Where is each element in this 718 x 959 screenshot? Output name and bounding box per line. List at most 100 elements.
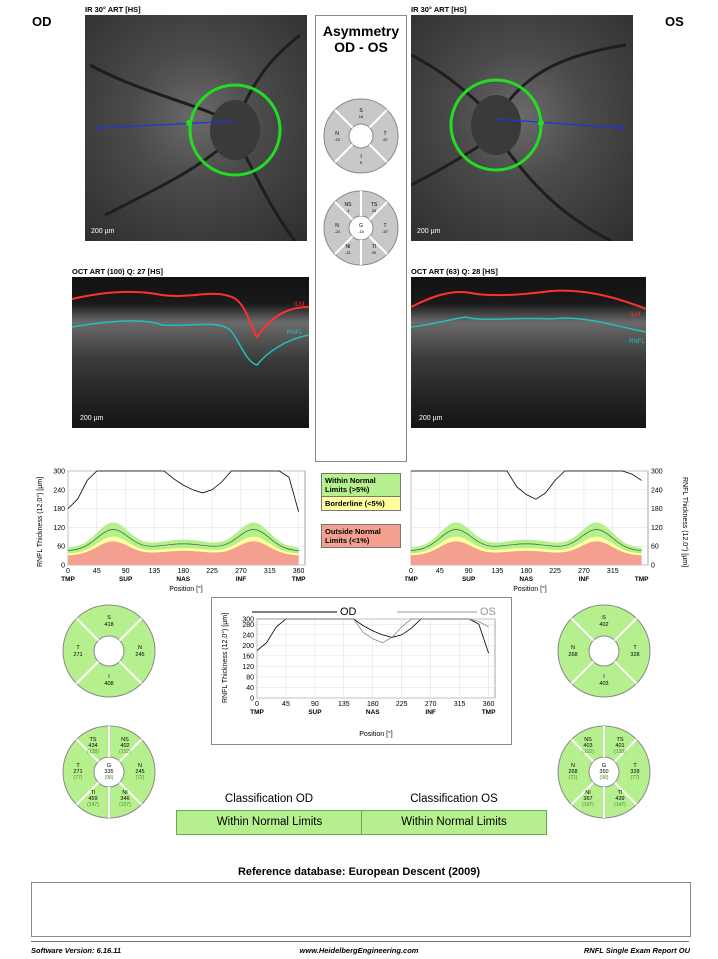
asym4-s-label: S — [359, 108, 363, 114]
os-chart-region-2: NAS — [519, 576, 533, 583]
ou-chart-xtick-6: 270 — [425, 701, 437, 708]
ou-chart-ytick-7: 280 — [242, 622, 254, 629]
os-chart-ytick-3: 180 — [651, 506, 663, 513]
asymmetry-diagrams: S 16 N -23 T -57 I 5 NS -1 TS — [323, 98, 399, 266]
footer-version: Software Version: 6.16.11 — [31, 946, 122, 955]
asym6-ns-label: NS — [345, 202, 353, 208]
asym6-n-label: N — [335, 223, 339, 229]
od-chart-band-onl — [68, 541, 299, 565]
od-chart-xtick-1: 45 — [93, 568, 101, 575]
svg-text:434: 434 — [88, 743, 97, 749]
os-chart-xtick-1: 45 — [436, 568, 444, 575]
asym6-ni-value: -21 — [345, 250, 352, 255]
svg-text:N: N — [138, 645, 142, 651]
svg-text:(147): (147) — [87, 802, 99, 808]
svg-text:346: 346 — [120, 796, 129, 802]
classification-od-title: Classification OD — [224, 793, 314, 805]
od-chart-region-1: SUP — [119, 576, 133, 583]
svg-text:N: N — [571, 645, 575, 651]
od-chart-xtick-8: 360 — [293, 568, 305, 575]
os-chart-region-3: INF — [579, 576, 590, 583]
classification-od-result: Within Normal Limits — [176, 810, 363, 835]
os-chart-ytick-2: 120 — [651, 525, 663, 532]
od4-s-value: 418 — [104, 622, 113, 628]
os-chart-xtick-3: 135 — [492, 568, 504, 575]
svg-text:268: 268 — [568, 769, 577, 775]
ou-chart-region-1: SUP — [308, 709, 322, 716]
ou-comparison-panel: OD OS 0 40 80 120 160 200 240 280 300 0 45 90 135 18… — [211, 597, 512, 745]
od4-t-value: 271 — [73, 652, 82, 658]
asymmetry-subtitle: OD - OS — [334, 39, 388, 55]
asym6-t-value: -57 — [382, 229, 389, 234]
svg-text:TS: TS — [616, 737, 623, 743]
od4-i-value: 408 — [104, 681, 113, 687]
svg-text:G: G — [107, 763, 111, 769]
svg-text:I: I — [108, 674, 110, 680]
od-chart-ytick-4: 240 — [53, 487, 65, 494]
ou-chart-xtick-4: 180 — [367, 701, 379, 708]
footer-url: www.HeidelbergEngineering.com — [299, 946, 419, 955]
os-oct-scan: ILM RNFL 200 µm — [411, 277, 646, 428]
svg-text:(102): (102) — [119, 749, 131, 755]
ou-chart-xtick-0: 0 — [255, 701, 259, 708]
od-oct-ilm-label: ILM — [294, 302, 304, 308]
classification-os-result: Within Normal Limits — [361, 810, 547, 835]
od-ir-caption: IR 30° ART [HS] — [85, 5, 141, 14]
os-chart-xtick-6: 270 — [578, 568, 590, 575]
ou-chart-region-4: TMP — [482, 709, 496, 716]
od-oct-scan: ILM RNFL 200 µm — [72, 277, 309, 428]
svg-text:TI: TI — [618, 790, 623, 796]
ou-chart-region-2: NAS — [366, 709, 380, 716]
od-chart-xtick-7: 315 — [264, 568, 276, 575]
classification-os-title: Classification OS — [410, 793, 498, 805]
svg-text:328: 328 — [630, 769, 639, 775]
od4-n-value: 245 — [135, 652, 144, 658]
od-chart-region-4: TMP — [292, 576, 306, 583]
asymmetry-panel: Asymmetry OD - OS S 16 N -23 T -57 I 5 — [315, 15, 407, 462]
svg-text:(98): (98) — [600, 775, 609, 781]
ou-chart-ytick-8: 300 — [242, 617, 254, 624]
od-chart-series-0 — [67, 470, 299, 512]
svg-text:(107): (107) — [119, 802, 131, 808]
os-ir-caption: IR 30° ART [HS] — [411, 5, 467, 14]
ou-chart-ytick-4: 160 — [242, 653, 254, 660]
od-chart-ytick-1: 60 — [57, 544, 65, 551]
ou-chart-xtick-8: 360 — [483, 701, 495, 708]
od-fundus-image: 200 µm — [85, 15, 307, 241]
os4-i-value: 403 — [599, 681, 608, 687]
svg-text:350: 350 — [599, 769, 608, 775]
os4-s-value: 402 — [599, 622, 608, 628]
asym6-ts-value: 33 — [372, 208, 377, 213]
svg-text:NI: NI — [585, 790, 591, 796]
svg-text:NS: NS — [584, 737, 592, 743]
ou-chart-series-1 — [257, 618, 489, 644]
svg-text:402: 402 — [120, 743, 129, 749]
od-chart-xlabel: Position [°] — [169, 585, 203, 593]
os-fundus-image: 200 µm — [411, 15, 633, 241]
od-oct-caption: OCT ART (100) Q: 27 [HS] — [72, 267, 163, 276]
svg-text:(72): (72) — [569, 775, 578, 781]
asym4-n-label: N — [335, 131, 339, 137]
os-oct-scale: 200 µm — [419, 415, 443, 422]
os-chart-band-onl — [411, 541, 642, 565]
ou-chart-xtick-2: 90 — [311, 701, 319, 708]
od-oct-scale: 200 µm — [80, 415, 104, 422]
od-chart-ytick-0: 0 — [61, 563, 65, 570]
ou-chart-region-3: INF — [425, 709, 436, 716]
svg-text:(147): (147) — [614, 802, 626, 808]
svg-text:(107): (107) — [582, 802, 594, 808]
asym6-n-value: -23 — [334, 229, 341, 234]
ou-chart-xlabel: Position [°] — [359, 730, 393, 738]
asymmetry-title: Asymmetry — [322, 23, 400, 39]
svg-text:271: 271 — [73, 769, 82, 775]
svg-text:T: T — [76, 763, 80, 769]
svg-text:S: S — [107, 615, 111, 621]
os-rnfl-chart: 0 60 120 180 240 300 0 45 90 135 180 225 270 315 TMP… — [405, 469, 689, 594]
ou-chart-region-0: TMP — [250, 709, 264, 716]
ou-chart-xtick-5: 225 — [396, 701, 408, 708]
asym6-ns-value: -1 — [346, 208, 350, 213]
svg-text:(138): (138) — [614, 749, 626, 755]
os4-t-value: 328 — [630, 652, 639, 658]
svg-text:N: N — [138, 763, 142, 769]
os-chart-xtick-2: 90 — [465, 568, 473, 575]
